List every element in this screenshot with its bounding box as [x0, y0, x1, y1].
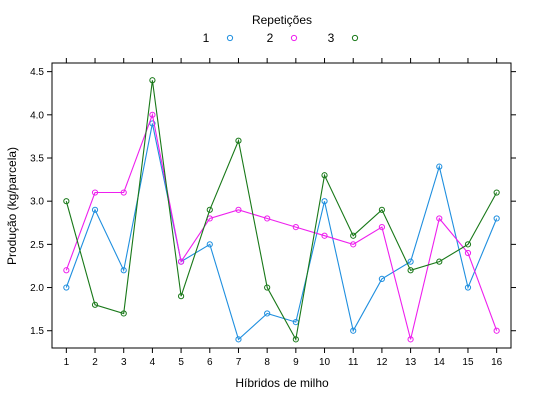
x-tick-label: 14: [434, 357, 446, 368]
x-tick-label: 6: [207, 357, 213, 368]
y-tick-label: 3.5: [30, 154, 44, 165]
data-point: [63, 267, 70, 274]
data-point: [235, 206, 242, 213]
x-tick-label: 16: [491, 357, 503, 368]
x-tick-label: 2: [92, 357, 98, 368]
axis-tick-labels: 1 2 3 4 5 6 7 8 9 10 11 12 13 14 15 161.52.02.53.03.54.…: [30, 67, 503, 368]
x-tick-label: 1: [64, 357, 70, 368]
data-point: [407, 267, 414, 274]
x-tick-label: 13: [405, 357, 417, 368]
legend: Repetições 1 2 3: [203, 13, 359, 45]
data-point: [206, 241, 213, 248]
y-tick-label: 4.5: [30, 67, 44, 78]
data-point: [464, 241, 472, 248]
legend-label: 3: [328, 31, 335, 45]
x-axis-label: Híbridos de milho: [235, 376, 329, 390]
data-point: [436, 163, 443, 170]
data-point: [235, 336, 242, 343]
data-point: [264, 215, 271, 222]
x-tick-label: 7: [236, 357, 242, 368]
x-tick-label: 3: [121, 357, 127, 368]
legend-marker: [290, 34, 298, 42]
axis-ticks: [47, 58, 516, 353]
data-point: [91, 301, 99, 308]
data-point: [350, 241, 357, 248]
data-point: [378, 223, 386, 231]
x-tick-label: 11: [348, 357, 359, 368]
data-point: [264, 284, 271, 291]
data-point: [120, 310, 127, 317]
legend-label: 1: [203, 31, 210, 45]
data-point: [407, 258, 414, 265]
data-point: [350, 232, 357, 239]
data-point: [149, 77, 156, 84]
legend-marker: [226, 34, 234, 42]
y-tick-label: 2.5: [30, 240, 44, 251]
x-tick-label: 10: [319, 357, 331, 368]
legend-label: 2: [267, 31, 274, 45]
data-point: [378, 275, 386, 283]
data-point: [120, 267, 127, 274]
data-point: [63, 198, 70, 205]
series-1: [63, 120, 500, 343]
data-point: [91, 206, 99, 213]
data-point: [206, 206, 213, 213]
data-point: [378, 206, 386, 213]
data-point: [350, 327, 357, 334]
y-tick-label: 2.0: [30, 283, 44, 294]
data-point: [120, 189, 127, 196]
y-tick-label: 4.0: [30, 110, 44, 121]
x-tick-label: 5: [178, 357, 184, 368]
data-point: [292, 223, 299, 231]
data-point: [63, 284, 70, 291]
data-point: [436, 258, 443, 265]
data-point: [464, 284, 472, 291]
y-tick-label: 1.5: [30, 326, 44, 337]
series-layer: [63, 77, 500, 343]
series-line: [65, 80, 498, 342]
data-point: [464, 249, 472, 257]
series-2: [63, 111, 500, 343]
series-line: [65, 123, 498, 341]
x-tick-label: 9: [293, 357, 299, 368]
legend-title: Repetições: [252, 13, 312, 27]
data-point: [493, 215, 500, 222]
x-tick-label: 15: [462, 357, 474, 368]
data-point: [493, 189, 500, 196]
data-point: [321, 198, 328, 205]
data-point: [407, 336, 414, 343]
series-line: [65, 112, 498, 340]
x-tick-label: 12: [376, 357, 388, 368]
data-point: [235, 137, 242, 144]
y-axis-label: Produção (kg/parcela): [5, 147, 19, 265]
data-point: [292, 336, 299, 343]
data-point: [91, 189, 99, 196]
legend-marker: [351, 34, 359, 42]
data-point: [177, 258, 185, 265]
data-point: [321, 172, 328, 179]
data-point: [493, 327, 500, 334]
data-point: [149, 111, 156, 118]
plot-frame: [51, 62, 512, 349]
data-point: [436, 215, 443, 222]
data-point: [321, 232, 328, 239]
data-point: [177, 293, 185, 300]
series-3: [63, 77, 500, 343]
data-point: [149, 120, 156, 127]
x-tick-label: 8: [264, 357, 270, 368]
data-point: [264, 310, 271, 317]
x-tick-label: 4: [150, 357, 156, 368]
y-tick-label: 3.0: [30, 197, 44, 208]
